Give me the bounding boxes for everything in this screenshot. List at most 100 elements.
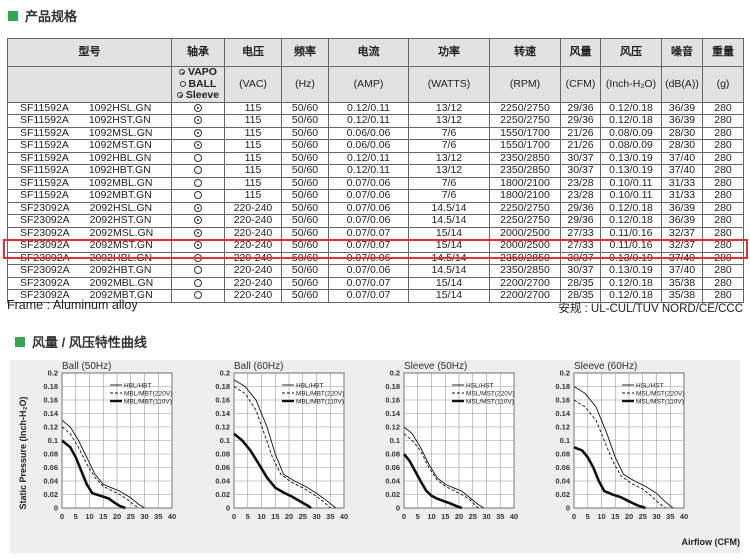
model-series: SF23092A [20, 277, 70, 289]
unit-noise: (dB(A)) [661, 66, 703, 103]
x-tick-label: 5 [74, 512, 78, 521]
model-series: SF11592A [20, 127, 69, 139]
cell-bearing [171, 101, 225, 115]
cell-weight: 280 [702, 201, 744, 215]
cell-weight: 280 [702, 101, 744, 115]
x-tick-label: 5 [416, 512, 420, 521]
series-line-3 [402, 453, 463, 510]
table-row: SF23092A 2092MSL.GN 220-240 50/60 0.07/0.07 1… [7, 226, 744, 240]
cell-power: 13/12 [408, 151, 490, 165]
y-tick-label: 0.04 [43, 477, 58, 486]
cell-current: 0.06/0.06 [328, 126, 409, 140]
cell-speed: 2350/2850 [489, 164, 561, 178]
legend-label: MSL/MST(220V) [636, 390, 684, 397]
cell-weight: 280 [702, 264, 744, 278]
cell-pressure: 0.08/0.09 [600, 139, 662, 153]
filled-circle-icon [194, 141, 202, 150]
cell-bearing [171, 214, 225, 228]
cell-airflow: 27/33 [560, 226, 601, 240]
cell-pressure: 0.13/0.19 [600, 264, 662, 278]
chart-title: Sleeve (50Hz) [404, 361, 467, 372]
table-row: SF23092A 2092MST.GN 220-240 50/60 0.07/0.07 1… [7, 239, 744, 253]
x-tick-label: 0 [572, 512, 576, 521]
x-tick-label: 15 [611, 512, 619, 521]
table-row: SF11592A 1092HST.GN 115 50/60 0.12/0.11 13/12… [7, 114, 744, 128]
cell-speed: 2200/2700 [489, 289, 561, 303]
cell-pressure: 0.12/0.18 [600, 114, 662, 128]
cell-weight: 280 [702, 276, 744, 290]
x-tick-label: 20 [455, 512, 463, 521]
legend-label: MSL/MST(110V) [636, 398, 684, 405]
cell-bearing [171, 126, 225, 140]
model-code: 1092HST.GN [88, 114, 151, 126]
table-row: SF11592A 1092HBL.GN 115 50/60 0.12/0.11 13/12… [7, 151, 744, 165]
x-tick-label: 15 [271, 512, 279, 521]
cell-voltage: 220-240 [224, 289, 282, 303]
filled-circle-icon [194, 116, 202, 125]
x-tick-label: 30 [312, 512, 320, 521]
chart-1: 0 0.02 0.04 0.06 0.08 0.1 0.12 0.14 0.16 0.18 0.2 0… [43, 361, 176, 521]
cell-frequency: 50/60 [281, 176, 329, 190]
header-airflow: 风量 [560, 38, 601, 67]
cell-power: 15/14 [408, 226, 490, 240]
cell-noise: 32/37 [661, 226, 703, 240]
table-row: SF23092A 2092MBL.GN 220-240 50/60 0.07/0.07 1… [7, 276, 744, 290]
y-tick-label: 0.04 [385, 477, 400, 486]
header-noise: 噪音 [661, 38, 703, 67]
series-line-1 [573, 386, 674, 509]
cell-weight: 280 [702, 164, 744, 178]
cell-speed: 2250/2750 [489, 101, 561, 115]
x-tick-label: 40 [510, 512, 518, 521]
cell-weight: 280 [702, 139, 744, 153]
cell-power: 7/6 [408, 176, 490, 190]
model-series: SF11592A [20, 177, 69, 189]
cell-weight: 280 [702, 214, 744, 228]
y-tick-label: 0.1 [390, 436, 400, 445]
cell-pressure: 0.11/0.16 [600, 226, 662, 240]
cell-noise: 36/39 [661, 214, 703, 228]
cell-speed: 2250/2750 [489, 201, 561, 215]
cell-noise: 28/30 [661, 139, 703, 153]
cell-pressure: 0.13/0.19 [600, 151, 662, 165]
open-circle-icon [194, 278, 202, 287]
cell-airflow: 28/35 [560, 276, 601, 290]
model-code: 2092HSL.GN [89, 202, 153, 214]
y-tick-label: 0 [566, 504, 570, 513]
cell-pressure: 0.12/0.18 [600, 276, 662, 290]
filled-circle-icon [194, 103, 202, 112]
cell-airflow: 29/36 [560, 114, 601, 128]
legend-label: MBL/MBT(220V) [124, 390, 172, 397]
cell-model: SF23092A 2092HST.GN [7, 214, 172, 228]
y-tick-label: 0.12 [385, 423, 400, 432]
ball-bearing-icon [179, 80, 186, 87]
table-row: SF11592A 1092MBL.GN 115 50/60 0.07/0.06 7/6 18… [7, 176, 744, 190]
cell-voltage: 115 [224, 114, 282, 128]
cell-bearing [171, 139, 225, 153]
unit-voltage: (VAC) [224, 66, 282, 103]
filled-circle-icon [194, 203, 202, 212]
model-code: 2092HBT.GN [89, 264, 152, 276]
cell-bearing [171, 201, 225, 215]
filled-circle-icon [194, 216, 202, 225]
cell-power: 7/6 [408, 126, 490, 140]
cell-bearing [171, 289, 225, 303]
unit-speed: (RPM) [489, 66, 561, 103]
y-tick-label: 0 [396, 504, 400, 513]
open-circle-icon [194, 191, 202, 200]
legend-sleeve: Sleeve [185, 89, 220, 101]
header-frequency: 频率 [281, 38, 329, 67]
cell-airflow: 29/36 [560, 101, 601, 115]
x-tick-label: 35 [496, 512, 504, 521]
y-tick-label: 0.08 [385, 450, 400, 459]
legend-label: MBL/MBT(220V) [296, 390, 344, 397]
model-series: SF11592A [20, 114, 69, 126]
cell-speed: 2250/2750 [489, 114, 561, 128]
x-tick-label: 0 [402, 512, 406, 521]
x-tick-label: 40 [340, 512, 348, 521]
y-tick-label: 0.16 [555, 396, 570, 405]
legend-label: MBL/MBT(110V) [296, 398, 344, 405]
model-series: SF11592A [20, 152, 69, 164]
cell-speed: 2200/2700 [489, 276, 561, 290]
cell-power: 7/6 [408, 189, 490, 203]
y-tick-label: 0 [54, 504, 58, 513]
